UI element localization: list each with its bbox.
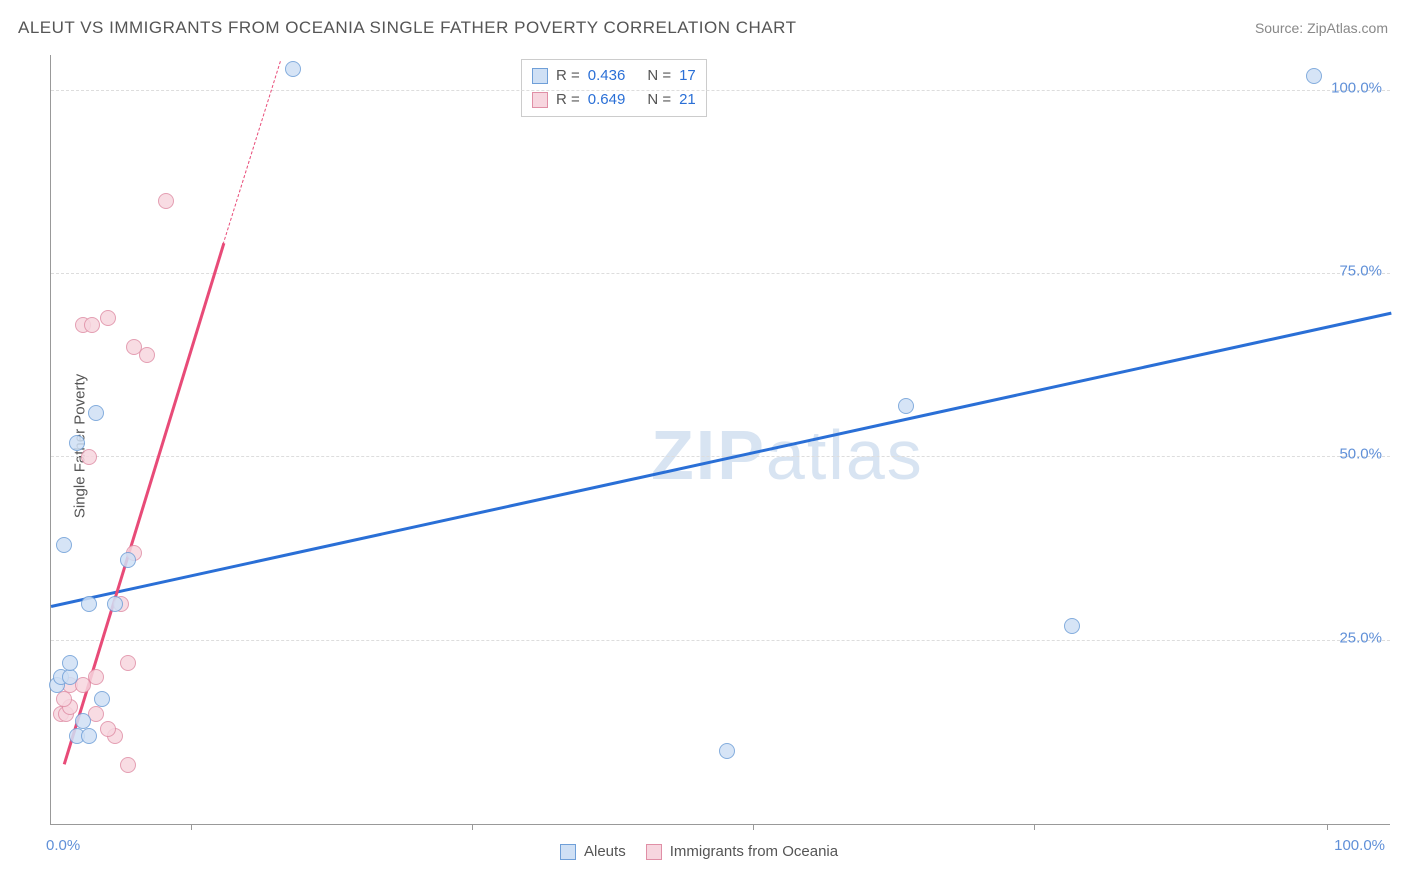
data-point-aleuts xyxy=(94,691,110,707)
x-tick-mark xyxy=(1034,824,1035,830)
legend-row-aleuts: R = 0.436 N = 17 xyxy=(532,64,696,88)
data-point-aleuts xyxy=(719,743,735,759)
legend-r-value: 0.436 xyxy=(588,64,626,88)
legend-swatch xyxy=(532,68,548,84)
data-point-oceania xyxy=(56,691,72,707)
data-point-aleuts xyxy=(75,713,91,729)
bottom-legend-item-oceania: Immigrants from Oceania xyxy=(646,843,838,860)
data-point-oceania xyxy=(88,669,104,685)
data-point-aleuts xyxy=(69,435,85,451)
chart-title: ALEUT VS IMMIGRANTS FROM OCEANIA SINGLE … xyxy=(18,18,796,38)
trend-line-extrapolated xyxy=(223,61,281,245)
data-point-oceania xyxy=(100,310,116,326)
data-point-aleuts xyxy=(898,398,914,414)
legend-r-label: R = xyxy=(556,64,580,88)
data-point-aleuts xyxy=(81,728,97,744)
y-tick-label: 75.0% xyxy=(1339,263,1382,280)
legend-swatch xyxy=(560,844,576,860)
data-point-aleuts xyxy=(62,655,78,671)
x-tick-mark xyxy=(191,824,192,830)
x-axis-label: 0.0% xyxy=(46,837,80,854)
legend-n-label: N = xyxy=(647,88,671,112)
x-tick-mark xyxy=(753,824,754,830)
trend-line xyxy=(51,312,1392,608)
bottom-legend-label: Aleuts xyxy=(584,843,626,860)
legend-swatch xyxy=(646,844,662,860)
data-point-oceania xyxy=(158,193,174,209)
scatter-chart: ZIPatlas R = 0.436N = 17R = 0.649N = 21 … xyxy=(50,55,1390,825)
gridline xyxy=(51,456,1390,457)
y-tick-label: 25.0% xyxy=(1339,629,1382,646)
data-point-oceania xyxy=(139,347,155,363)
x-axis-label: 100.0% xyxy=(1334,837,1385,854)
data-point-aleuts xyxy=(1306,68,1322,84)
legend-swatch xyxy=(532,92,548,108)
legend-n-value: 21 xyxy=(679,88,696,112)
legend-n-value: 17 xyxy=(679,64,696,88)
gridline xyxy=(51,640,1390,641)
data-point-aleuts xyxy=(120,552,136,568)
bottom-legend-item-aleuts: Aleuts xyxy=(560,843,626,860)
watermark: ZIPatlas xyxy=(651,415,924,495)
x-tick-mark xyxy=(1327,824,1328,830)
correlation-legend: R = 0.436 N = 17 R = 0.649 N = 21 xyxy=(521,59,707,117)
data-point-aleuts xyxy=(81,596,97,612)
data-point-oceania xyxy=(120,655,136,671)
data-point-aleuts xyxy=(88,405,104,421)
data-point-aleuts xyxy=(56,537,72,553)
gridline xyxy=(51,273,1390,274)
gridline xyxy=(51,90,1390,91)
data-point-oceania xyxy=(81,449,97,465)
series-legend: Aleuts Immigrants from Oceania xyxy=(560,843,838,860)
legend-n-label: N = xyxy=(647,64,671,88)
data-point-aleuts xyxy=(107,596,123,612)
source-attribution: Source: ZipAtlas.com xyxy=(1255,20,1388,36)
data-point-oceania xyxy=(120,757,136,773)
legend-r-label: R = xyxy=(556,88,580,112)
data-point-aleuts xyxy=(1064,618,1080,634)
data-point-aleuts xyxy=(285,61,301,77)
header: ALEUT VS IMMIGRANTS FROM OCEANIA SINGLE … xyxy=(18,18,1388,38)
x-tick-mark xyxy=(472,824,473,830)
y-tick-label: 50.0% xyxy=(1339,446,1382,463)
data-point-aleuts xyxy=(62,669,78,685)
legend-r-value: 0.649 xyxy=(588,88,626,112)
data-point-oceania xyxy=(100,721,116,737)
legend-row-oceania: R = 0.649 N = 21 xyxy=(532,88,696,112)
y-tick-label: 100.0% xyxy=(1331,79,1382,96)
data-point-oceania xyxy=(84,317,100,333)
bottom-legend-label: Immigrants from Oceania xyxy=(670,843,838,860)
